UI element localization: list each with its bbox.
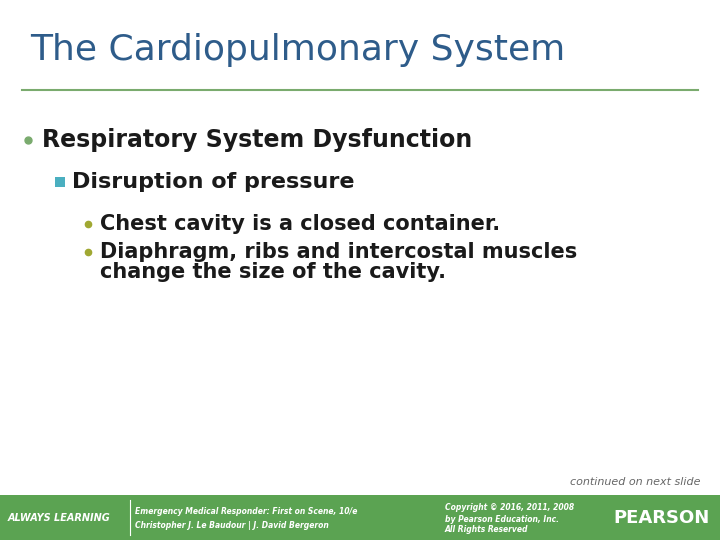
Text: Chest cavity is a closed container.: Chest cavity is a closed container. [100,214,500,234]
Text: Disruption of pressure: Disruption of pressure [72,172,354,192]
Text: PEARSON: PEARSON [613,509,710,527]
Text: continued on next slide: continued on next slide [570,477,700,487]
Text: All Rights Reserved: All Rights Reserved [445,525,528,535]
Text: ALWAYS LEARNING: ALWAYS LEARNING [8,513,111,523]
Text: by Pearson Education, Inc.: by Pearson Education, Inc. [445,515,559,523]
Text: Copyright © 2016, 2011, 2008: Copyright © 2016, 2011, 2008 [445,503,574,512]
Text: Emergency Medical Responder: First on Scene, 10/e: Emergency Medical Responder: First on Sc… [135,508,357,516]
Bar [55,177,65,187]
Text: change the size of the cavity.: change the size of the cavity. [100,262,446,282]
Text: Christopher J. Le Baudour | J. David Bergeron: Christopher J. Le Baudour | J. David Ber… [135,522,329,530]
Text: Respiratory System Dysfunction: Respiratory System Dysfunction [42,128,472,152]
Text: The Cardiopulmonary System: The Cardiopulmonary System [30,33,565,67]
Bar [0,495,720,540]
Text: Diaphragm, ribs and intercostal muscles: Diaphragm, ribs and intercostal muscles [100,242,577,262]
